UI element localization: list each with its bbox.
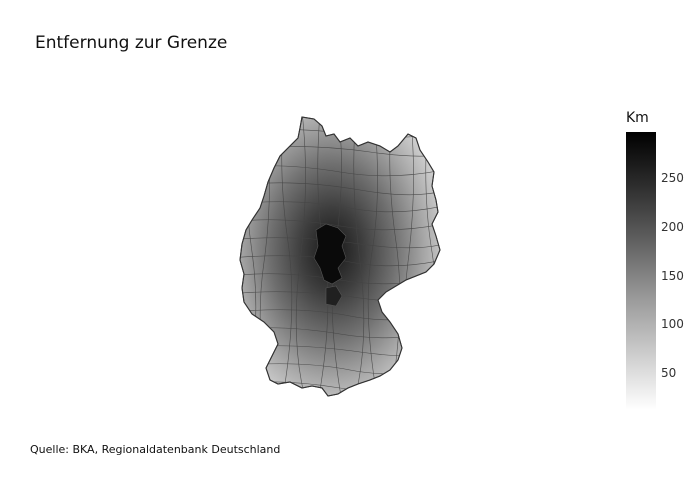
map-title: Entfernung zur Grenze bbox=[35, 33, 228, 53]
colorbar-gradient bbox=[626, 132, 656, 410]
colorbar-tick-200: 200 bbox=[661, 220, 684, 234]
colorbar-tick-50: 50 bbox=[661, 366, 677, 380]
colorbar-title: Km bbox=[626, 110, 649, 126]
core-region-darkest bbox=[313, 223, 347, 285]
colorbar-tick-150: 150 bbox=[661, 269, 684, 283]
choropleth-map[interactable] bbox=[230, 112, 460, 402]
colorbar-tick-100: 100 bbox=[661, 317, 684, 331]
colorbar: Km 250 200 150 100 50 bbox=[626, 110, 696, 410]
germany-map-svg bbox=[239, 116, 441, 397]
source-note: Quelle: BKA, Regionaldatenbank Deutschla… bbox=[30, 443, 281, 456]
colorbar-tick-250: 250 bbox=[661, 171, 684, 185]
